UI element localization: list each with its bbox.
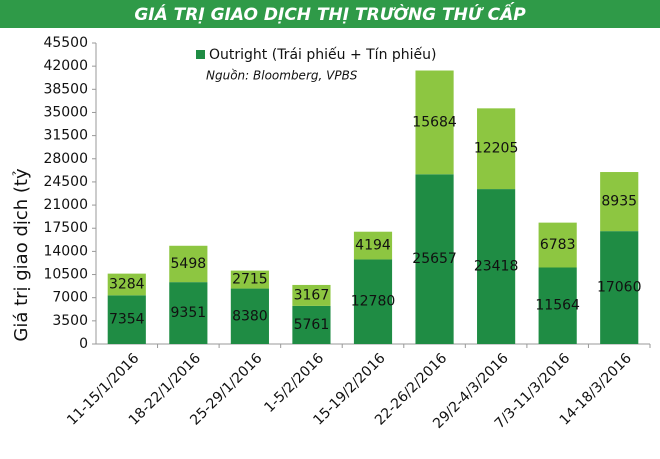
data-label: 9351 bbox=[171, 305, 207, 321]
bar-segment bbox=[292, 305, 331, 344]
y-tick-label: 14000 bbox=[43, 243, 88, 259]
y-tick-label: 28000 bbox=[43, 151, 88, 167]
y-tick-label: 17500 bbox=[43, 220, 88, 236]
bar-segment bbox=[107, 273, 146, 296]
title-banner bbox=[0, 0, 660, 28]
bar-segment bbox=[600, 231, 639, 344]
bar-segment bbox=[353, 231, 393, 260]
bar-segment bbox=[230, 270, 269, 289]
y-tick-label: 10500 bbox=[43, 267, 88, 283]
data-label: 2715 bbox=[232, 272, 268, 288]
data-label: 7354 bbox=[109, 312, 145, 328]
data-label: 6783 bbox=[540, 237, 576, 253]
bar-segment bbox=[230, 288, 269, 344]
x-tick-label: 1-5/2/2016 bbox=[261, 350, 327, 416]
bar-segment bbox=[415, 70, 454, 175]
bar-segment bbox=[600, 172, 639, 232]
data-label: 4194 bbox=[355, 238, 391, 254]
bar-segment bbox=[538, 267, 577, 344]
y-tick-label: 42000 bbox=[43, 58, 88, 74]
data-label: 5761 bbox=[294, 317, 330, 333]
y-axis-label: Giá trị giao dịch (tỷ bbox=[11, 168, 32, 342]
chart-title: GIÁ TRỊ GIAO DỊCH THỊ TRƯỜNG THỨ CẤP bbox=[134, 1, 526, 25]
data-label: 8380 bbox=[232, 308, 268, 324]
data-label: 3167 bbox=[294, 287, 330, 303]
y-tick-label: 0 bbox=[79, 336, 88, 352]
data-label: 3284 bbox=[109, 276, 145, 292]
data-label: 15684 bbox=[412, 114, 457, 130]
y-tick-label: 21000 bbox=[43, 197, 88, 213]
y-tick-label: 31500 bbox=[43, 128, 88, 144]
bar-segment bbox=[107, 295, 146, 344]
data-label: 25657 bbox=[412, 251, 457, 267]
y-tick-label: 38500 bbox=[43, 81, 88, 97]
data-label: 5498 bbox=[171, 256, 207, 272]
data-label: 11564 bbox=[535, 298, 580, 314]
bar-segment bbox=[415, 174, 454, 344]
y-tick-label: 24500 bbox=[43, 174, 88, 190]
y-tick-label: 45500 bbox=[43, 35, 88, 51]
data-label: 23418 bbox=[474, 259, 519, 275]
y-tick-label: 35000 bbox=[43, 104, 88, 120]
bar-segment bbox=[477, 189, 516, 344]
y-tick-label: 7000 bbox=[52, 290, 88, 306]
data-label: 17060 bbox=[597, 280, 642, 296]
bar-segment bbox=[477, 108, 516, 190]
bar-segment bbox=[538, 222, 577, 268]
data-label: 8935 bbox=[601, 194, 637, 210]
data-label: 12205 bbox=[474, 141, 519, 157]
source-note: Nguồn: Bloomberg, VPBS bbox=[206, 69, 358, 83]
bar-segment bbox=[353, 259, 393, 344]
y-tick-label: 3500 bbox=[52, 313, 88, 329]
bar-segment bbox=[169, 245, 208, 283]
legend-label: Outright (Trái phiếu + Tín phiếu) bbox=[209, 46, 437, 63]
data-label: 12780 bbox=[351, 294, 396, 310]
bar-segment bbox=[292, 284, 331, 306]
bar-segment bbox=[169, 282, 208, 344]
legend-swatch bbox=[196, 50, 205, 59]
